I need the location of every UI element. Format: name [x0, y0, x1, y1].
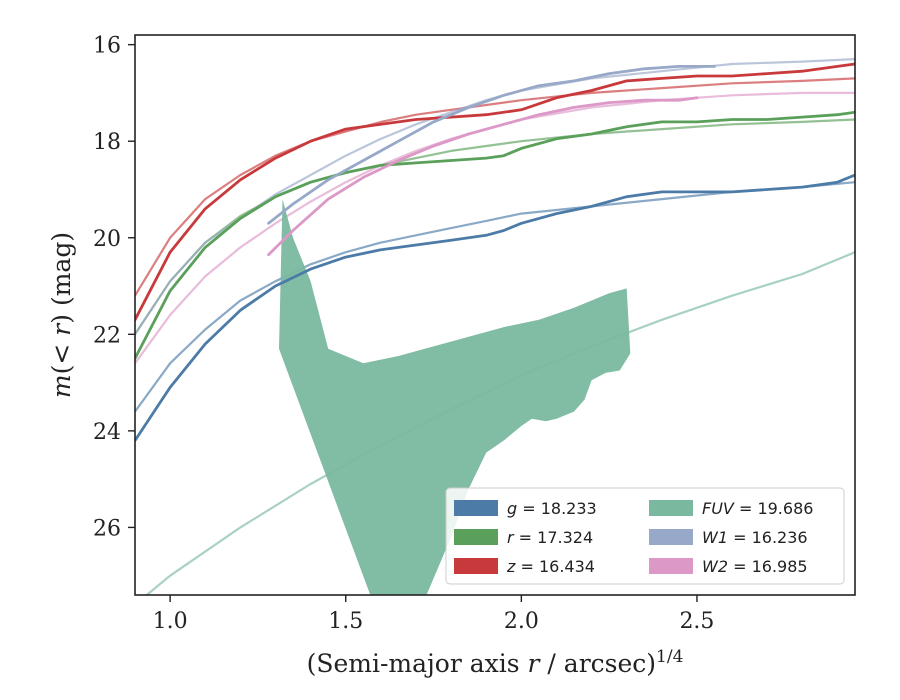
y-tick-label: 18 — [93, 130, 121, 155]
legend-label-g: g = 18.233 — [507, 499, 597, 518]
legend-label-fuv: FUV = 19.686 — [702, 499, 813, 518]
model-line-z — [135, 77, 855, 297]
legend-label-r: r = 17.324 — [507, 528, 593, 547]
data-line-g — [135, 173, 855, 442]
y-axis-ticks: 16 18 20 22 24 26 — [93, 34, 135, 541]
legend-swatch-fuv — [649, 500, 693, 516]
plot-frame — [134, 34, 856, 596]
y-tick-label: 26 — [93, 516, 121, 541]
model-line-g — [135, 181, 855, 413]
y-tick-label: 20 — [93, 227, 121, 252]
legend-swatch-w1 — [649, 529, 693, 545]
data-curves — [135, 62, 855, 442]
data-line-w1 — [267, 65, 716, 225]
y-axis-title: m(< r) (mag) — [47, 232, 76, 398]
legend-label-w2: W2 = 16.985 — [702, 557, 808, 576]
legend-label-w1: W1 = 16.236 — [702, 528, 808, 547]
model-line-r — [135, 118, 855, 335]
y-tick-label: 22 — [93, 323, 121, 348]
fuv-band-layer — [279, 199, 631, 595]
y-tick-label: 24 — [93, 420, 121, 445]
x-axis-title: (Semi-major axis r / arcsec)1/4 — [307, 647, 684, 678]
x-tick-label: 2.5 — [679, 609, 714, 634]
legend-swatch-w2 — [649, 558, 693, 574]
legend-swatch-z — [454, 558, 498, 574]
x-tick-label: 1.5 — [328, 609, 363, 634]
data-line-r — [135, 110, 855, 360]
data-line-w2 — [267, 96, 699, 257]
legend-swatch-g — [454, 500, 498, 516]
legend-label-z: z = 16.434 — [506, 557, 595, 576]
legend-swatch-r — [454, 529, 498, 545]
x-tick-label: 1.0 — [153, 609, 188, 634]
legend: g = 18.233 r = 17.324 z = 16.434 FUV = 19.6… — [445, 487, 845, 585]
x-axis-ticks: 1.0 1.5 2.0 2.5 — [153, 595, 714, 634]
legend-box — [445, 487, 845, 585]
fuv-band — [279, 199, 631, 595]
data-line-z — [135, 62, 855, 322]
x-tick-label: 2.0 — [504, 609, 539, 634]
y-tick-label: 16 — [93, 34, 121, 59]
